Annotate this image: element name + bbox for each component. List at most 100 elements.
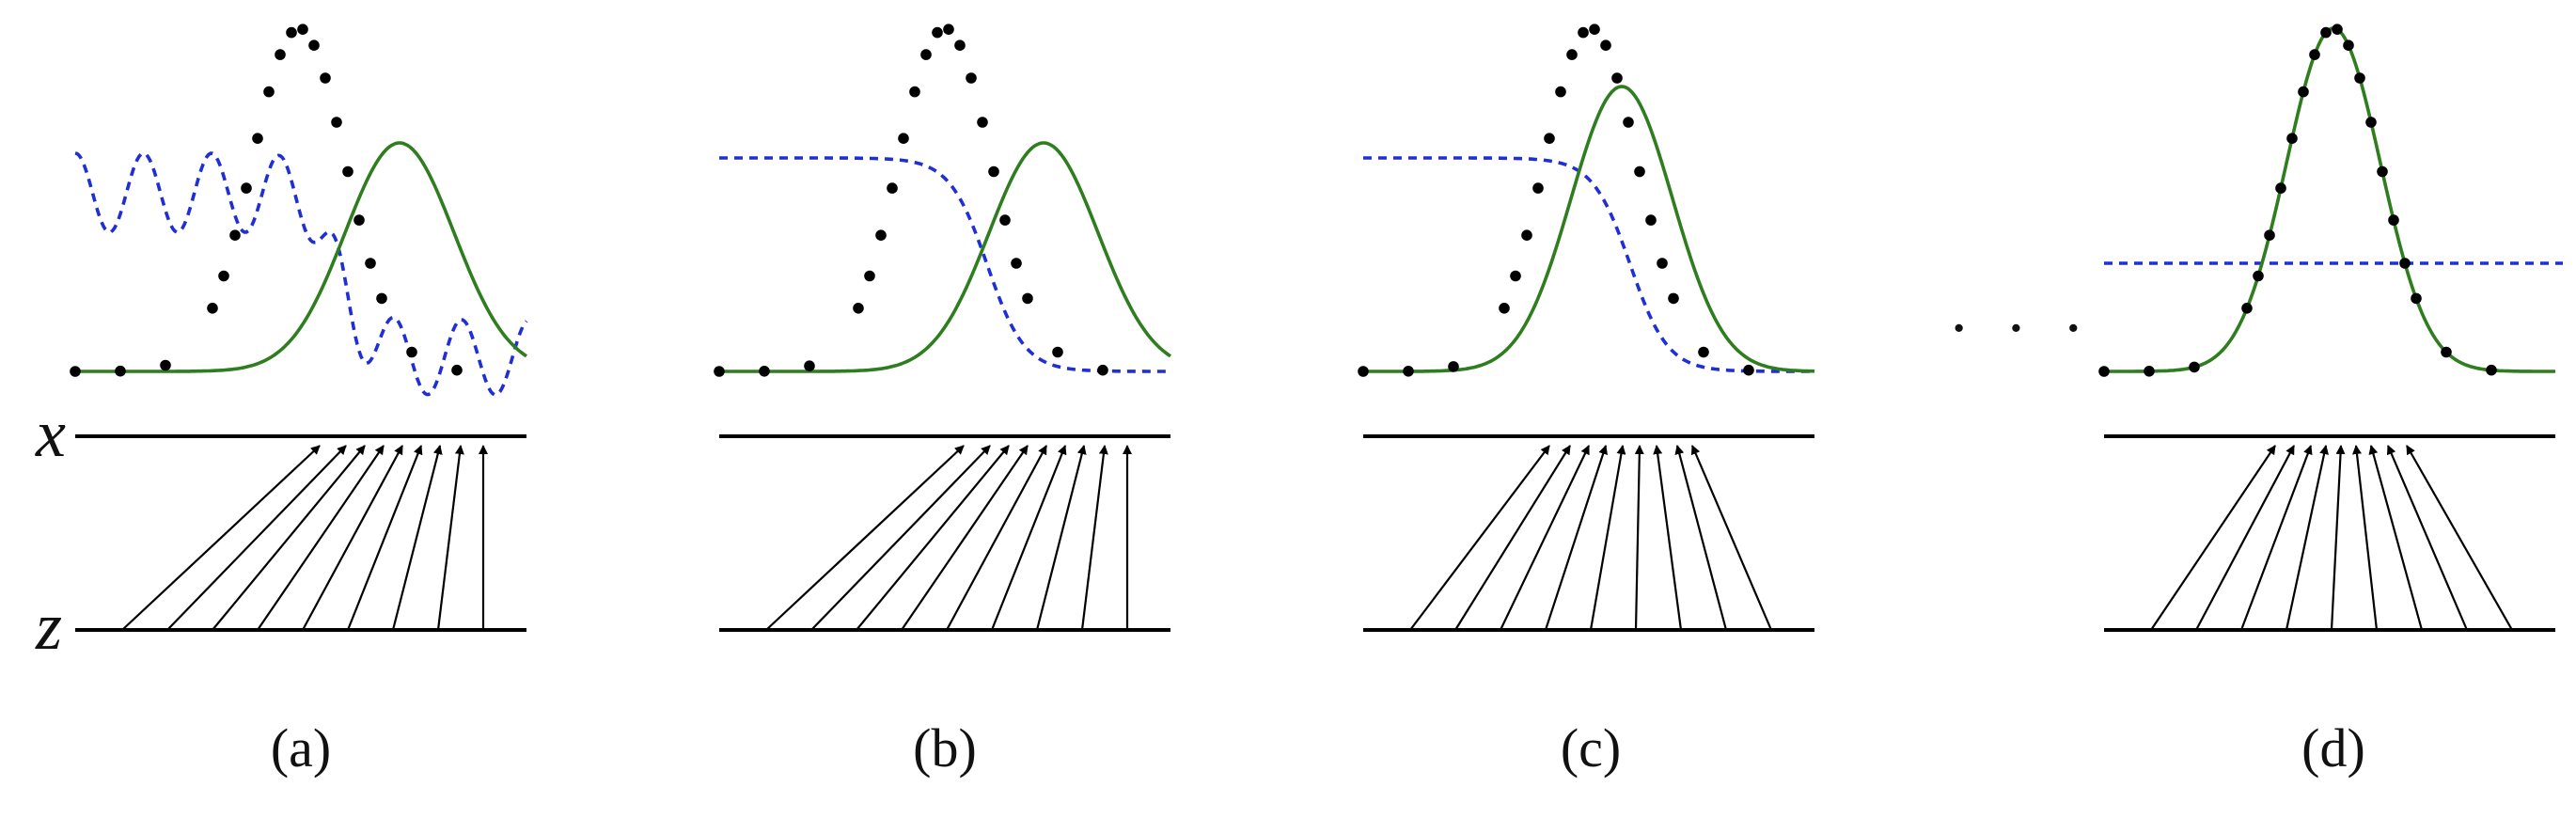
data-distribution-dot xyxy=(2298,86,2309,98)
data-distribution-dot xyxy=(2098,366,2110,377)
ellipsis-text: · · · xyxy=(1948,292,2094,365)
data-distribution-dot xyxy=(2354,72,2365,84)
data-distribution-dot xyxy=(2399,258,2411,269)
data-distribution-dot xyxy=(1623,117,1634,128)
data-distribution-dot xyxy=(2286,133,2298,144)
data-distribution-dot xyxy=(920,49,932,60)
data-distribution-dot xyxy=(1743,364,1754,376)
data-distribution-dot xyxy=(1499,303,1510,314)
data-distribution-dot xyxy=(1645,214,1657,226)
mapping-arrow xyxy=(212,445,366,631)
data-distribution-dot xyxy=(1611,72,1623,84)
mapping-arrow xyxy=(1035,445,1087,631)
mapping-arrow xyxy=(302,445,403,631)
data-distribution-dot xyxy=(2309,49,2320,60)
data-distribution-dot xyxy=(229,229,241,241)
data-distribution-dot xyxy=(2241,303,2253,314)
data-distribution-dot xyxy=(887,182,898,194)
data-distribution-dot xyxy=(331,117,342,128)
panel-b xyxy=(714,24,1171,632)
discriminator-curve xyxy=(719,156,1170,373)
data-distribution-dot xyxy=(160,359,171,371)
data-distribution-dot xyxy=(365,258,376,269)
data-distribution-dot xyxy=(115,365,126,377)
mapping-arrow xyxy=(1544,445,1608,631)
data-distribution-dot xyxy=(353,214,365,226)
data-distribution-dot xyxy=(342,165,353,178)
panel-a-caption: (a) xyxy=(271,717,331,779)
panel-c xyxy=(1358,24,1815,632)
data-distribution-dot xyxy=(1532,182,1544,194)
data-distribution-dot xyxy=(218,270,229,282)
data-distribution-dot xyxy=(263,86,275,98)
data-distribution-dot xyxy=(1052,346,1063,358)
data-distribution-dot xyxy=(875,229,887,241)
data-distribution-dot xyxy=(451,364,463,376)
panel-a xyxy=(70,24,528,632)
data-distribution-dot xyxy=(1668,292,1679,305)
mapping-arrow xyxy=(1454,445,1571,631)
generative-distribution-curve xyxy=(2104,26,2555,373)
panel-b-caption: (b) xyxy=(913,717,977,779)
data-distribution-dot xyxy=(853,303,864,314)
mapping-arrow xyxy=(2352,445,2379,631)
data-distribution-dot xyxy=(406,346,417,358)
mapping-arrow xyxy=(1674,445,1728,631)
data-distribution-dot xyxy=(2144,366,2155,377)
mapping-arrow xyxy=(1690,445,1773,631)
data-distribution-dot xyxy=(804,360,815,372)
data-distribution-dot xyxy=(2189,361,2200,373)
mapping-arrow xyxy=(2368,445,2424,631)
data-distribution-dot xyxy=(70,366,81,377)
data-distribution-dot xyxy=(2486,364,2497,376)
mapping-arrow xyxy=(2386,445,2469,631)
data-distribution-dot xyxy=(1521,229,1532,241)
data-distribution-dot xyxy=(943,24,954,35)
mapping-arrow xyxy=(901,445,1029,631)
mapping-arrow xyxy=(391,445,443,631)
mapping-arrow xyxy=(1589,445,1626,631)
panel-d-caption: (d) xyxy=(2301,717,2365,779)
discriminator-curve xyxy=(1363,156,1814,373)
data-distribution-dot xyxy=(966,72,977,84)
data-distribution-dot xyxy=(1657,258,1668,269)
mapping-arrow xyxy=(1500,445,1590,631)
mapping-arrow xyxy=(166,445,347,631)
data-distribution-dot xyxy=(1022,292,1033,305)
data-distribution-dot xyxy=(2275,182,2286,194)
data-distribution-dot xyxy=(275,49,286,60)
data-distribution-dot xyxy=(297,24,308,35)
data-distribution-dot xyxy=(2377,165,2388,178)
mapping-arrow xyxy=(1653,445,1683,631)
data-distribution-dot xyxy=(286,26,297,39)
data-distribution-dot xyxy=(1555,86,1566,98)
data-distribution-dot xyxy=(864,270,875,282)
generative-distribution-curve xyxy=(1363,85,1815,373)
data-distribution-dot xyxy=(2332,24,2343,35)
x-axis-label: x xyxy=(35,396,66,471)
mapping-arrow xyxy=(121,445,321,631)
mapping-arrow xyxy=(2150,445,2276,631)
data-distribution-dot xyxy=(1634,165,1645,178)
data-distribution-dot xyxy=(1358,366,1369,377)
data-distribution-dot xyxy=(988,165,999,178)
data-distribution-dot xyxy=(954,39,966,51)
data-distribution-dot xyxy=(1600,39,1611,51)
mapping-arrow xyxy=(2195,445,2295,631)
mapping-arrow xyxy=(2330,445,2346,631)
data-distribution-dot xyxy=(909,86,920,98)
data-distribution-dot xyxy=(759,366,770,377)
panel-d xyxy=(2098,24,2563,632)
data-distribution-dot xyxy=(898,133,909,144)
mapping-arrow xyxy=(257,445,385,631)
data-distribution-dot xyxy=(1011,258,1022,269)
mapping-arrow xyxy=(946,445,1047,631)
data-distribution-dot xyxy=(1578,26,1589,39)
generative-distribution-curve xyxy=(75,141,527,373)
mapping-arrow xyxy=(2406,445,2513,631)
data-distribution-dot xyxy=(2441,346,2452,358)
mapping-arrow xyxy=(765,445,965,631)
data-distribution-dot xyxy=(1544,133,1555,144)
data-distribution-dot xyxy=(2411,292,2422,305)
